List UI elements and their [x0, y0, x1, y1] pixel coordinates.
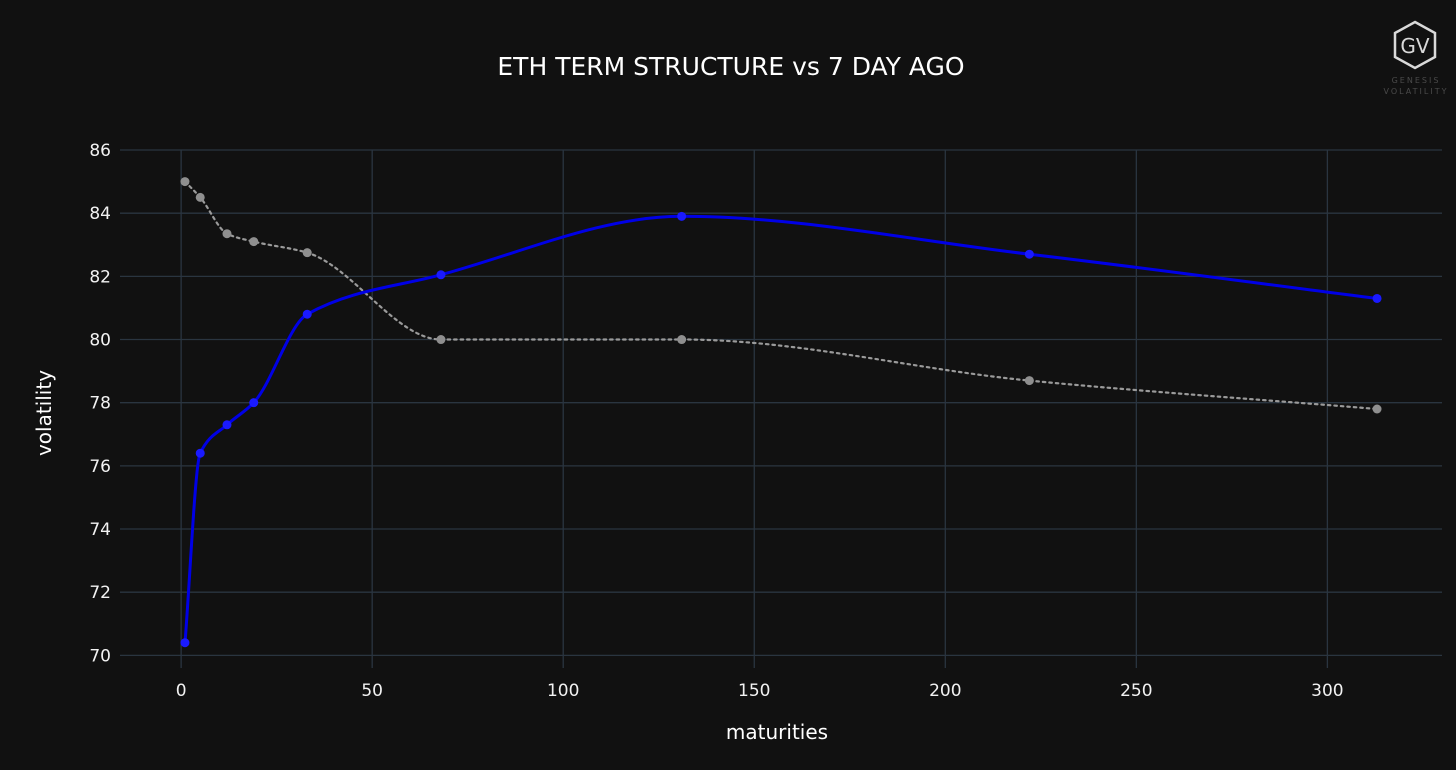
- series-1-point-5: [436, 335, 446, 345]
- markers-layer: [180, 177, 1382, 648]
- x-tick-label-200: 200: [929, 681, 961, 701]
- y-axis-ticks: 70 72 74 76 78 80 82 84 86: [89, 141, 111, 666]
- series-0-point-4: [302, 309, 312, 319]
- x-tick-label-150: 150: [738, 681, 770, 701]
- logo-line-2: VOLATILITY: [1384, 87, 1449, 96]
- series-1-point-4: [302, 248, 312, 258]
- series-0-point-6: [677, 211, 687, 221]
- series-1-point-0: [180, 177, 190, 187]
- series-0-point-7: [1024, 249, 1034, 259]
- series-0-point-1: [195, 448, 205, 458]
- x-tick-label-250: 250: [1120, 681, 1152, 701]
- series-layer: [183, 180, 1379, 645]
- series-0-point-0: [180, 638, 190, 648]
- y-tick-label-70: 70: [89, 646, 111, 666]
- x-axis-title: maturities: [726, 720, 828, 744]
- x-tick-label-50: 50: [361, 681, 383, 701]
- y-tick-label-78: 78: [89, 394, 111, 414]
- series-1-point-8: [1372, 404, 1382, 414]
- y-tick-label-72: 72: [89, 583, 111, 603]
- series-1-point-1: [195, 192, 205, 202]
- y-tick-label-84: 84: [89, 204, 111, 224]
- x-axis-ticks: 0 50 100 150 200 250 300: [176, 681, 1344, 701]
- genesis-volatility-logo: GV GENESIS VOLATILITY: [1384, 20, 1449, 96]
- y-tick-label-86: 86: [89, 141, 111, 161]
- series-0-point-8: [1372, 293, 1382, 303]
- y-axis-title: volatility: [32, 370, 56, 456]
- hexagon-icon: [1393, 20, 1437, 70]
- series-1-point-3: [249, 237, 259, 247]
- x-tick-label-100: 100: [547, 681, 579, 701]
- grid: [120, 149, 1442, 668]
- series-0-point-2: [222, 420, 232, 430]
- y-tick-label-74: 74: [89, 520, 111, 540]
- series-0-point-3: [249, 398, 259, 408]
- series-0-point-5: [436, 270, 446, 280]
- x-tick-label-300: 300: [1311, 681, 1343, 701]
- logo-mark: GV: [1400, 34, 1429, 58]
- logo-line-1: GENESIS: [1392, 76, 1441, 85]
- series-1-point-7: [1024, 376, 1034, 386]
- chart-title: ETH TERM STRUCTURE vs 7 DAY AGO: [497, 52, 964, 81]
- series-0-line: [183, 214, 1379, 645]
- y-tick-label-80: 80: [89, 331, 111, 351]
- y-tick-label-82: 82: [89, 267, 111, 287]
- series-1-point-6: [677, 335, 687, 345]
- series-1-point-2: [222, 229, 232, 239]
- y-tick-label-76: 76: [89, 457, 111, 477]
- x-tick-label-0: 0: [176, 681, 187, 701]
- series-1-line: [183, 180, 1379, 411]
